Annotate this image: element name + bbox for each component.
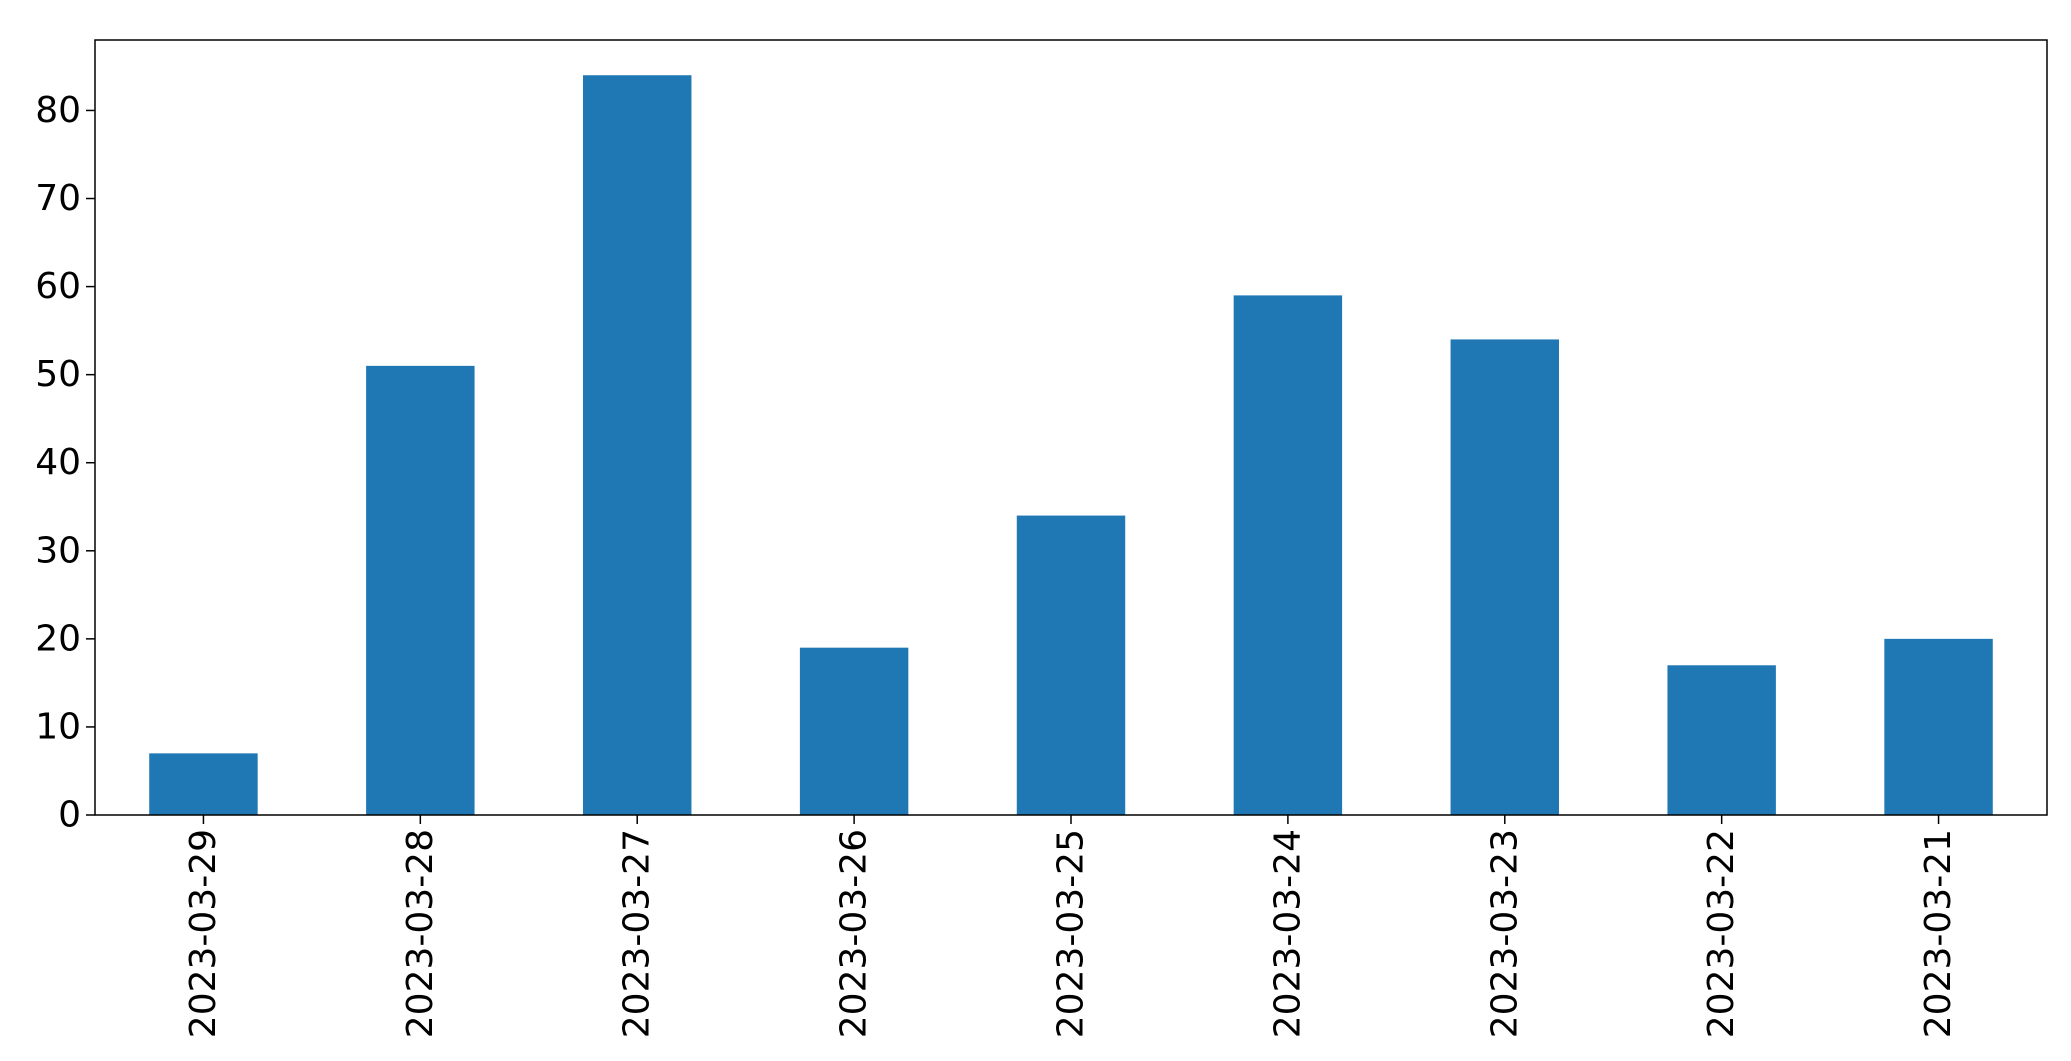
bar-2023-03-23	[1450, 339, 1559, 815]
x-tick-label: 2023-03-23	[1484, 829, 1525, 1038]
y-tick-label: 50	[35, 354, 81, 395]
bar-2023-03-28	[366, 365, 475, 815]
x-axis: 2023-03-29 2023-03-28 2023-03-27 2023-03-26…	[183, 815, 1959, 1038]
bar-2023-03-24	[1233, 295, 1343, 816]
x-tick-label: 2023-03-26	[834, 829, 875, 1038]
y-tick-label: 20	[35, 618, 81, 659]
x-tick-label: 2023-03-28	[400, 829, 441, 1038]
y-axis: 0 10 20 30 40 50 60 70 80	[35, 90, 95, 836]
bar-2023-03-21	[1884, 638, 1993, 815]
bars-layer	[149, 75, 1993, 816]
y-tick-label: 70	[35, 178, 81, 219]
y-tick-label: 80	[35, 90, 81, 131]
x-tick-label: 2023-03-25	[1051, 829, 1092, 1038]
bar-2023-03-22	[1667, 665, 1776, 815]
y-tick-label: 60	[35, 266, 81, 307]
x-tick-label: 2023-03-21	[1918, 829, 1959, 1038]
bar-2023-03-26	[799, 647, 909, 815]
bar-2023-03-29	[149, 753, 258, 815]
x-tick-label: 2023-03-27	[617, 829, 658, 1038]
bar-2023-03-27	[583, 75, 692, 815]
x-tick-label: 2023-03-22	[1701, 829, 1742, 1038]
plot-frame	[94, 39, 2048, 816]
y-tick-label: 10	[35, 706, 81, 747]
x-tick-label: 2023-03-29	[183, 829, 224, 1038]
bar-2023-03-25	[1016, 515, 1126, 815]
y-tick-label: 0	[58, 795, 81, 836]
y-tick-label: 30	[35, 530, 81, 571]
x-tick-label: 2023-03-24	[1267, 829, 1308, 1038]
y-tick-label: 40	[35, 442, 81, 483]
